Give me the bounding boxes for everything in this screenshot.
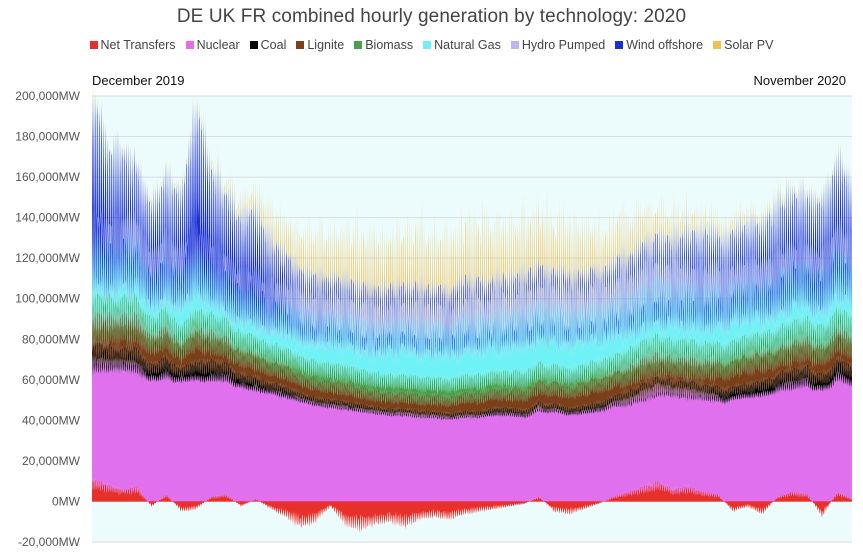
y-tick-label: 80,000MW xyxy=(22,332,81,346)
area-wind-offshore xyxy=(92,96,852,363)
period-start-label: December 2019 xyxy=(92,73,185,88)
legend: Net Transfers Nuclear Coal Lignite Biomass Na… xyxy=(0,38,863,52)
legend-label: Solar PV xyxy=(724,38,774,52)
legend-swatch xyxy=(185,41,194,49)
y-tick-label: 180,000MW xyxy=(15,130,80,144)
legend-label: Wind offshore xyxy=(626,38,704,52)
legend-swatch xyxy=(89,41,98,49)
chart-title: DE UK FR combined hourly generation by t… xyxy=(176,6,687,27)
legend-label: Hydro Pumped xyxy=(521,38,606,52)
area-solar-pv xyxy=(92,81,852,352)
y-tick-label: 140,000MW xyxy=(15,211,80,225)
y-tick-label: 0MW xyxy=(52,494,81,508)
series-areas xyxy=(92,81,852,534)
legend-swatch xyxy=(423,41,432,49)
y-tick-label: 20,000MW xyxy=(22,454,81,468)
legend-swatch xyxy=(713,41,722,49)
legend-item-nuclear[interactable]: Nuclear xyxy=(185,38,240,52)
period-end-label: November 2020 xyxy=(753,73,847,88)
legend-label: Biomass xyxy=(365,38,414,52)
legend-swatch xyxy=(354,41,363,49)
legend-item-net-transfers[interactable]: Net Transfers xyxy=(89,38,176,52)
legend-label: Lignite xyxy=(307,38,345,52)
legend-label: Nuclear xyxy=(196,38,240,52)
area-lignite xyxy=(92,304,852,419)
legend-item-hydro-pumped[interactable]: Hydro Pumped xyxy=(510,38,606,52)
legend-item-biomass[interactable]: Biomass xyxy=(354,38,413,52)
y-tick-label: -20,000MW xyxy=(18,535,81,549)
y-tick-label: 200,000MW xyxy=(15,89,80,103)
y-tick-label: 100,000MW xyxy=(15,292,80,306)
legend-label: Natural Gas xyxy=(434,38,501,52)
y-tick-label: 120,000MW xyxy=(15,251,80,265)
area-net-transfers xyxy=(92,477,852,534)
legend-item-coal[interactable]: Coal xyxy=(249,38,287,52)
legend-item-natural-gas[interactable]: Natural Gas xyxy=(423,38,501,52)
y-tick-label: 40,000MW xyxy=(22,413,81,427)
area-nuclear xyxy=(92,355,852,502)
legend-item-wind-offshore[interactable]: Wind offshore xyxy=(615,38,703,52)
legend-label: Coal xyxy=(260,38,287,52)
legend-swatch xyxy=(249,41,258,49)
y-tick-label: 60,000MW xyxy=(22,373,81,387)
legend-item-lignite[interactable]: Lignite xyxy=(296,38,344,52)
area-natural-gas xyxy=(92,225,852,395)
y-tick-label: 160,000MW xyxy=(15,170,80,184)
legend-swatch xyxy=(296,41,305,49)
legend-label: Net Transfers xyxy=(100,38,176,52)
legend-item-solar-pv[interactable]: Solar PV xyxy=(713,38,773,52)
legend-swatch xyxy=(615,41,624,49)
legend-swatch xyxy=(510,41,519,49)
area-biomass xyxy=(92,285,852,408)
